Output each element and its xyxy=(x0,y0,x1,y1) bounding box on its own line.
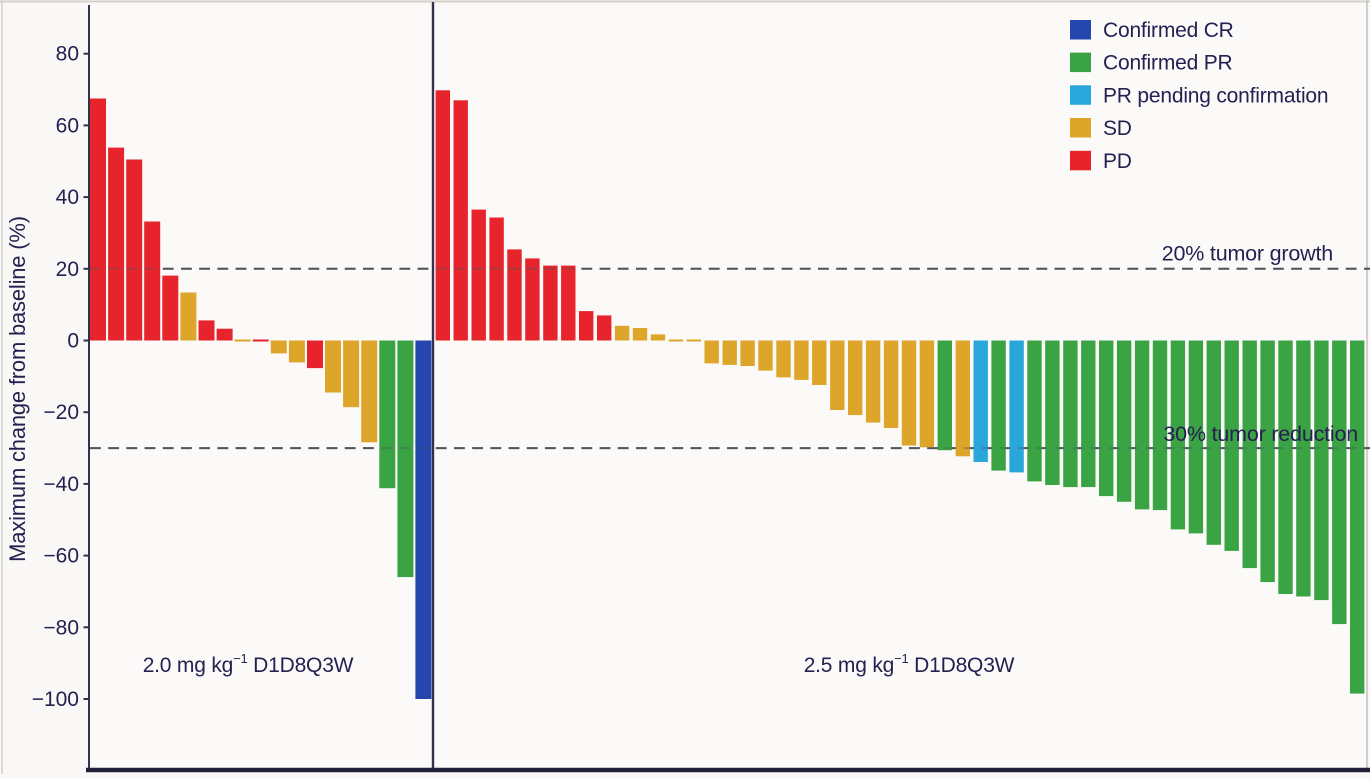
svg-text:−20: −20 xyxy=(43,401,79,424)
svg-text:20% tumor growth: 20% tumor growth xyxy=(1162,242,1333,266)
svg-text:40: 40 xyxy=(56,186,79,209)
svg-text:Confirmed CR: Confirmed CR xyxy=(1103,19,1234,42)
svg-text:80: 80 xyxy=(56,43,79,66)
svg-text:20: 20 xyxy=(56,258,79,281)
svg-text:Maximum change from baseline (: Maximum change from baseline (%) xyxy=(5,216,30,562)
svg-text:PD: PD xyxy=(1103,150,1132,173)
svg-text:2.5 mg kg−1 D1D8Q3W: 2.5 mg kg−1 D1D8Q3W xyxy=(804,651,1015,677)
svg-text:−100: −100 xyxy=(32,688,79,711)
svg-text:−40: −40 xyxy=(43,473,79,496)
svg-text:−60: −60 xyxy=(43,545,79,568)
svg-text:60: 60 xyxy=(56,114,79,137)
svg-text:Confirmed PR: Confirmed PR xyxy=(1103,52,1233,75)
svg-text:30% tumor reduction: 30% tumor reduction xyxy=(1163,422,1358,446)
svg-text:PR pending confirmation: PR pending confirmation xyxy=(1103,84,1328,107)
svg-text:2.0 mg kg−1 D1D8Q3W: 2.0 mg kg−1 D1D8Q3W xyxy=(143,651,354,677)
svg-text:SD: SD xyxy=(1103,117,1132,140)
svg-text:−80: −80 xyxy=(43,616,79,639)
svg-text:0: 0 xyxy=(67,330,79,353)
